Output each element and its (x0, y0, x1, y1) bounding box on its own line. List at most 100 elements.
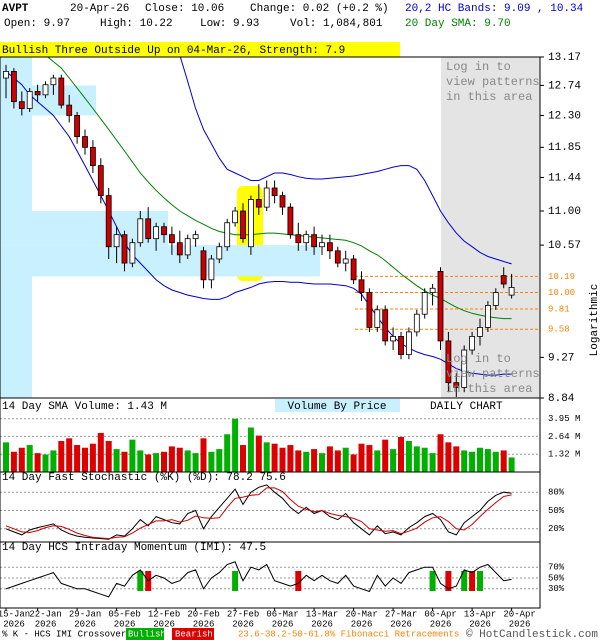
volume-bar (342, 447, 349, 472)
candle-body (413, 313, 420, 333)
bullish-crossover (461, 571, 468, 591)
volume-bar (445, 442, 452, 472)
bearish-crossover (295, 571, 302, 591)
y-tick-label: 50% (548, 506, 565, 516)
open: Open: 9.97 (4, 18, 70, 30)
volume-title: 14 Day SMA Volume: 1.43 M (2, 401, 167, 413)
y-tick-label: 9.27 (548, 352, 574, 364)
candle-body (42, 84, 49, 96)
volume-bar (176, 447, 183, 472)
candle-body (113, 234, 120, 248)
x-year-label: 2026 (311, 619, 333, 629)
bullish-crossover (232, 571, 239, 591)
candle-body (334, 250, 341, 264)
volume-bar (319, 453, 325, 472)
volume-bar (366, 445, 373, 472)
candle-body (311, 234, 318, 248)
candle-body (58, 77, 65, 106)
upper-band (179, 57, 512, 265)
volume-bar (469, 451, 476, 472)
fibonacci-legend: 23.6-38.2-50-61.8% Fibonacci Retracement… (238, 629, 459, 639)
candle-body (382, 309, 389, 342)
x-tick-label: 20-Mar (345, 609, 377, 619)
candle-body (405, 331, 412, 356)
y-tick-label: 12.74 (548, 80, 581, 92)
candle-body (445, 340, 452, 384)
volume-bar (240, 445, 246, 472)
symbol: AVPT (2, 3, 29, 15)
x-tick-label: 22-Jan (29, 609, 61, 619)
y-tick-label: 8.84 (548, 393, 575, 405)
x-tick-label: 29-Jan (69, 609, 101, 619)
y-tick-label: 30% (548, 584, 565, 594)
candle-body (255, 199, 262, 208)
x-tick-label: 20-Feb (187, 609, 219, 619)
bearish-legend: Bearish (175, 629, 213, 639)
x-year-label: 2026 (193, 619, 215, 629)
volume-bar (405, 441, 412, 472)
candle-body (303, 234, 310, 244)
candle-body (216, 246, 223, 260)
volume-bar (89, 443, 96, 472)
x-tick-label: 06-Mar (266, 609, 298, 619)
volume-bar (358, 443, 365, 472)
x-tick-label: 13-Apr (464, 609, 496, 619)
lower-band (5, 71, 512, 376)
volume-bar (382, 439, 389, 472)
volume-bar (97, 432, 104, 472)
bearish-crossover (445, 571, 452, 591)
fibonacci-label: 9.58 (548, 325, 570, 335)
volume-bar (137, 450, 144, 472)
volume-bar (153, 453, 160, 472)
volume-bar (121, 451, 128, 472)
volume-bar (287, 445, 294, 472)
volume-bar (10, 451, 17, 472)
volume-bar (184, 450, 191, 472)
candle-body (295, 234, 302, 244)
pattern-banner: Bullish Three Outside Up on 04-Mar-26, S… (2, 45, 345, 57)
volume-bar (484, 449, 491, 472)
candle-body (208, 258, 215, 281)
vbp-label-bg (275, 399, 400, 412)
candle-body (105, 195, 112, 248)
x-year-label: 2026 (390, 619, 412, 629)
volume-bar (66, 438, 73, 472)
volume-by-price-bar (0, 115, 32, 212)
candle-body (374, 309, 381, 328)
volume-bar (326, 446, 333, 472)
y-tick-label: 70% (548, 563, 565, 573)
change: Change: 0.02 (+0.2 %) (250, 3, 389, 15)
candle-body (421, 292, 428, 315)
candle-body (342, 258, 349, 264)
candle-body (200, 250, 207, 281)
candle-body (271, 187, 278, 196)
bullish-swatch (126, 628, 164, 640)
volume-bar (311, 449, 318, 472)
bearish-swatch (172, 628, 214, 640)
volume-bar (58, 441, 65, 472)
y-tick-label: 3.95 M (548, 414, 580, 424)
candle-body (240, 210, 246, 240)
candle-body (350, 258, 357, 281)
volume-bar (224, 434, 231, 472)
x-year-label: 2026 (3, 619, 25, 629)
candle-body (176, 242, 183, 256)
volume-bar (50, 450, 57, 472)
stochastic-title: 14 Day Fast Stochastic (%K) (%D): 78.2 7… (2, 472, 286, 484)
x-tick-label: 27-Feb (227, 609, 259, 619)
x-tick-label: 20-Apr (503, 609, 535, 619)
volume-bar (295, 450, 302, 472)
y-tick-label: 50% (548, 573, 565, 583)
candle-body (224, 222, 231, 248)
candle-body (82, 136, 88, 148)
x-year-label: 2026 (35, 619, 57, 629)
volume-bar (271, 443, 278, 472)
x-tick-label: 27-Mar (385, 609, 417, 619)
candle-body (50, 77, 57, 86)
volume: Vol: 1,084,801 (290, 18, 383, 30)
volume-bar (350, 454, 357, 472)
bullish-crossover (477, 571, 483, 591)
volume-bar (461, 450, 468, 472)
x-year-label: 2026 (153, 619, 175, 629)
